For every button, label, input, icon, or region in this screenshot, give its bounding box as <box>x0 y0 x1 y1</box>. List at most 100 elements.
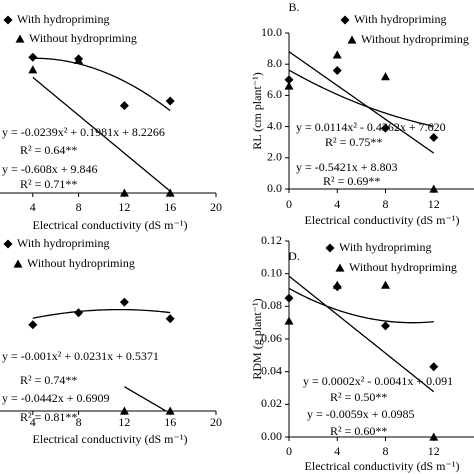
triangle-point <box>332 280 342 289</box>
diamond-point <box>28 320 38 330</box>
legend-label: Without hydropriming <box>27 256 135 270</box>
y-tick-label: 0.00 <box>261 429 282 443</box>
y-axis-label: RDM (g plant⁻¹) <box>250 298 264 379</box>
legend-label: Without hydropriming <box>349 260 457 274</box>
triangle-point <box>429 432 439 441</box>
y-tick-label: 0.06 <box>261 331 282 345</box>
x-axis-label: Electrical conductivity (dS m⁻¹) <box>33 218 188 232</box>
x-axis-label: Electrical conductivity (dS m⁻¹) <box>305 459 460 473</box>
diamond-point <box>165 314 175 324</box>
r-squared: R² = 0.64** <box>20 143 77 157</box>
x-tick-label: 12 <box>428 444 440 458</box>
triangle-point <box>284 81 294 90</box>
diamond-point <box>74 308 84 318</box>
x-tick-label: 12 <box>118 200 130 214</box>
trend-line <box>32 57 171 112</box>
x-tick-label: 12 <box>428 197 440 211</box>
x-tick-label: 4 <box>30 415 36 429</box>
legend-marker <box>3 15 13 25</box>
y-axis-label: RL (cm plant⁻¹) <box>250 72 264 149</box>
diamond-point <box>429 362 439 372</box>
triangle-point <box>284 316 294 325</box>
x-tick-label: 8 <box>383 197 389 211</box>
diamond-point <box>119 297 129 307</box>
x-axis-label: Electrical conductivity (dS m⁻¹) <box>33 432 188 446</box>
equation: y = -0.608x + 9.846 <box>2 162 98 176</box>
y-tick-label: 0.12 <box>261 233 282 247</box>
panel-title: B. <box>288 0 299 14</box>
x-tick-label: 12 <box>118 415 130 429</box>
x-tick-label: 20 <box>210 200 222 214</box>
diamond-point <box>165 96 175 106</box>
trend-line <box>124 386 168 411</box>
r-squared: R² = 0.74** <box>20 373 77 387</box>
legend-label: Without hydropriming <box>361 32 469 46</box>
y-tick-label: 0.10 <box>261 265 282 279</box>
x-tick-label: 16 <box>164 200 176 214</box>
triangle-point <box>165 406 175 415</box>
y-tick-label: 8.0 <box>267 56 282 70</box>
y-tick-label: 10.0 <box>261 25 282 39</box>
diamond-point <box>381 321 390 331</box>
x-tick-label: 16 <box>164 415 176 429</box>
x-tick-label: 8 <box>76 200 82 214</box>
y-tick-label: 6.0 <box>267 87 282 101</box>
trend-line <box>289 287 434 324</box>
legend-marker <box>13 259 23 268</box>
diamond-point <box>28 52 38 62</box>
diamond-point <box>119 101 129 111</box>
r-squared: R² = 0.81** <box>20 410 77 424</box>
y-tick-label: 2.0 <box>267 150 282 164</box>
r-squared: R² = 0.71** <box>20 177 77 191</box>
triangle-point <box>28 65 38 74</box>
equation: y = -0.001x² + 0.0231x + 0.5371 <box>2 349 159 363</box>
diamond-point <box>332 65 342 75</box>
diamond-point <box>429 133 439 143</box>
equation: y = 0.0114x² - 0.4362x + 7.620 <box>296 120 446 134</box>
equation: y = 0.0002x² - 0.0041x + 0.091 <box>303 374 453 388</box>
r-squared: R² = 0.50** <box>330 390 387 404</box>
x-tick-label: 0 <box>286 444 292 458</box>
legend-label: With hydropriming <box>354 12 447 26</box>
x-tick-label: 4 <box>334 444 340 458</box>
y-tick-label: 0.04 <box>261 363 282 377</box>
diamond-point <box>284 293 294 303</box>
triangle-point <box>381 280 390 289</box>
legend-marker <box>325 243 335 253</box>
x-axis-label: Electrical conductivity (dS m⁻¹) <box>305 213 460 227</box>
legend-label: Without hydropriming <box>29 31 137 45</box>
triangle-point <box>381 72 390 81</box>
x-tick-label: 8 <box>76 415 82 429</box>
legend-label: With hydropriming <box>339 240 432 254</box>
triangle-point <box>74 55 84 64</box>
legend-marker <box>15 34 25 43</box>
x-tick-label: 20 <box>210 415 222 429</box>
diamond-point <box>284 75 294 85</box>
trend-line <box>289 275 435 393</box>
y-tick-label: 0.0 <box>267 181 282 195</box>
y-tick-label: 0.08 <box>261 298 282 312</box>
y-tick-label: 0.02 <box>261 396 282 410</box>
trend-line <box>289 51 435 154</box>
r-squared: R² = 0.69** <box>323 174 380 188</box>
triangle-point <box>119 406 129 415</box>
triangle-point <box>165 188 175 197</box>
equation: y = -0.0442x + 0.6909 <box>2 391 110 405</box>
legend-marker <box>3 239 13 249</box>
r-squared: R² = 0.75** <box>325 135 382 149</box>
trend-line <box>289 69 434 127</box>
r-squared: R² = 0.60** <box>330 424 387 438</box>
legend-marker <box>340 15 350 25</box>
y-tick-label: 4.0 <box>267 118 282 132</box>
x-tick-label: 0 <box>286 197 292 211</box>
equation: y = -0.0239x² + 0.1981x + 8.2266 <box>2 125 165 139</box>
triangle-point <box>429 184 439 193</box>
triangle-point <box>119 188 129 197</box>
trend-line <box>32 308 171 319</box>
legend-marker <box>347 35 357 44</box>
trend-line <box>32 76 171 192</box>
x-tick-label: 4 <box>334 197 340 211</box>
equation: y = -0.5421x + 8.803 <box>296 160 398 174</box>
